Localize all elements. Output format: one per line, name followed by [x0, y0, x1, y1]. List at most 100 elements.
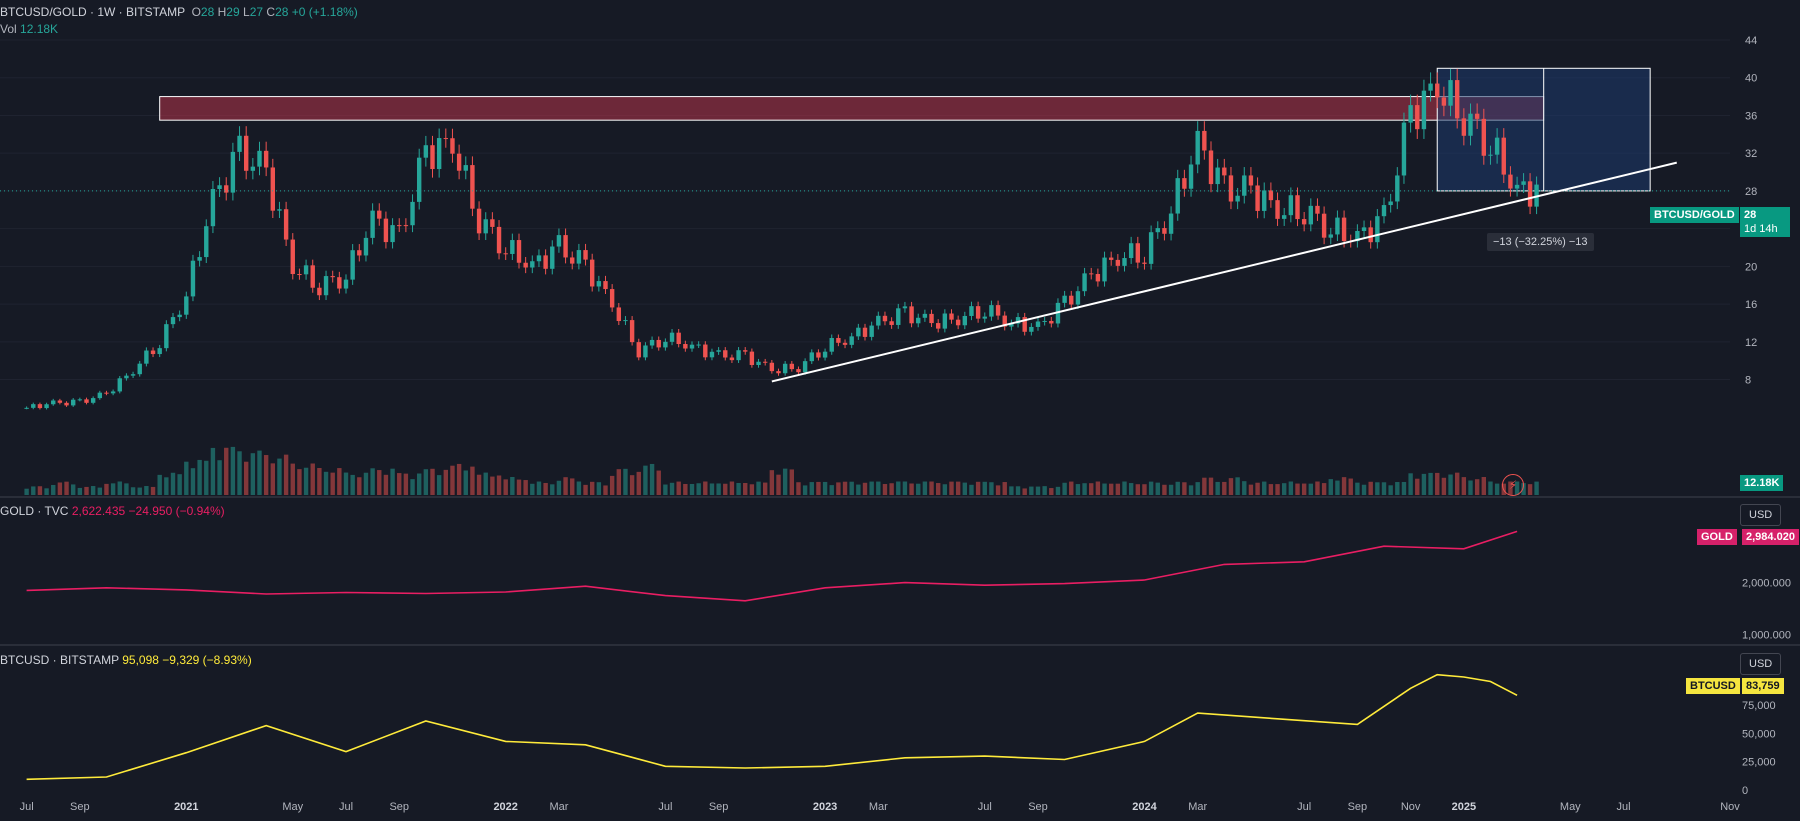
gold-symbol[interactable]: GOLD · TVC — [0, 504, 69, 518]
gold-legend: GOLD · TVC 2,622.435 −24.950 (−0.94%) — [0, 503, 225, 519]
candle-body — [703, 344, 708, 358]
gold-pane[interactable] — [26, 530, 1518, 602]
volume-bar — [463, 470, 468, 495]
candle-body — [1222, 167, 1227, 176]
x-tick-label: Mar — [549, 801, 568, 813]
candle-body — [1481, 118, 1487, 156]
volume-bar — [1142, 484, 1147, 495]
volume-bar — [916, 483, 921, 495]
candle-body — [802, 361, 808, 373]
volume-bar — [243, 461, 249, 495]
volume-bar — [110, 483, 116, 495]
candle-body — [70, 399, 76, 406]
x-tick-label: Sep — [1348, 801, 1368, 813]
volume-bar — [1395, 482, 1400, 495]
candle-body — [436, 138, 442, 170]
candle-body — [363, 237, 369, 256]
candle-body — [929, 313, 934, 324]
volume-label[interactable]: Vol — [0, 22, 17, 36]
time-axis[interactable]: Jul Sep 2021 May Jul Sep 2022 Mar Jul Sep 2023 Mar J… — [20, 801, 1741, 813]
x-tick-label: Jul — [339, 801, 353, 813]
volume-bar — [1102, 483, 1107, 495]
open-label: O — [191, 5, 201, 19]
close-label: C — [266, 5, 276, 19]
volume-bar — [1188, 485, 1194, 495]
volume-bar — [44, 488, 49, 495]
candle-body — [297, 274, 302, 276]
candle-body — [1215, 167, 1220, 185]
volume-bar — [836, 482, 841, 495]
volume-bar — [1195, 482, 1200, 495]
candle-body — [896, 308, 901, 325]
lightning-icon[interactable]: ⚡ — [1502, 474, 1524, 496]
x-tick-label: Sep — [70, 801, 90, 813]
volume-bar — [250, 453, 256, 495]
volume-bar — [443, 469, 449, 495]
volume-bar — [816, 481, 821, 495]
candle-body — [283, 209, 289, 240]
volume-bar — [270, 463, 276, 495]
volume-value: 12.18K — [20, 22, 59, 36]
candle-body — [516, 240, 522, 263]
main-pane[interactable] — [0, 67, 1730, 495]
volume-bar — [809, 482, 814, 495]
btc-change: −9,329 (−8.93%) — [162, 653, 252, 667]
volume-bar — [357, 477, 362, 495]
volume-bar — [144, 486, 149, 495]
x-tick-label: May — [1560, 801, 1581, 813]
candle-body — [410, 201, 415, 226]
volume-bar — [164, 477, 169, 495]
x-tick-label: Mar — [1188, 801, 1207, 813]
price-axis[interactable]: 81216202428323640441,000.0002,000.000025… — [1742, 35, 1791, 797]
volume-bar — [1527, 484, 1533, 495]
btc-line — [26, 673, 1518, 781]
volume-bar — [303, 467, 309, 495]
btc-symbol[interactable]: BTCUSD · BITSTAMP — [0, 653, 119, 667]
volume-bar — [1401, 481, 1407, 495]
volume-bar — [1262, 481, 1267, 495]
candle-body — [337, 277, 342, 289]
candle-body — [789, 363, 795, 370]
candle-body — [470, 165, 475, 209]
candle-body — [836, 338, 841, 343]
volume-bar — [1248, 484, 1254, 495]
high-label: H — [217, 5, 227, 19]
gold-currency-button[interactable]: USD — [1740, 504, 1782, 526]
gold-price-tag: 2,984.020 — [1742, 529, 1799, 545]
y-tick-label: 8 — [1745, 375, 1751, 387]
volume-legend: Vol 12.18K — [0, 21, 58, 37]
candle-body — [1335, 217, 1340, 235]
btc-currency-button[interactable]: USD — [1740, 653, 1782, 675]
symbol-title[interactable]: BTCUSD/GOLD · 1W · BITSTAMP — [0, 5, 185, 19]
candle-body — [1275, 200, 1280, 219]
volume-bar — [743, 482, 748, 495]
candle-body — [190, 260, 196, 297]
volume-bar — [849, 481, 854, 495]
candle-body — [84, 399, 89, 403]
volume-bar — [390, 468, 395, 495]
candle-body — [217, 185, 222, 190]
volume-bar — [669, 482, 675, 495]
candle-body — [164, 324, 169, 349]
candle-body — [1168, 213, 1174, 234]
measure-label: −13 (−32.25%) −13 — [1487, 233, 1594, 251]
volume-bar — [184, 461, 189, 495]
volume-bar — [410, 479, 415, 495]
candle-body — [550, 246, 555, 269]
candle-body — [130, 374, 136, 376]
volume-bar — [436, 475, 442, 495]
volume-bar — [317, 468, 322, 495]
candle-body — [303, 265, 309, 275]
volume-bar — [337, 468, 342, 495]
candle-body — [77, 399, 83, 401]
btc-pane[interactable] — [26, 673, 1518, 781]
volume-bar — [1015, 486, 1021, 495]
candle-body — [1268, 190, 1274, 201]
candle-body — [377, 210, 382, 219]
volume-bar — [1115, 483, 1121, 495]
high-value: 29 — [226, 5, 240, 19]
volume-bar — [257, 450, 262, 495]
candle-body — [663, 341, 668, 348]
volume-bar — [856, 484, 861, 495]
